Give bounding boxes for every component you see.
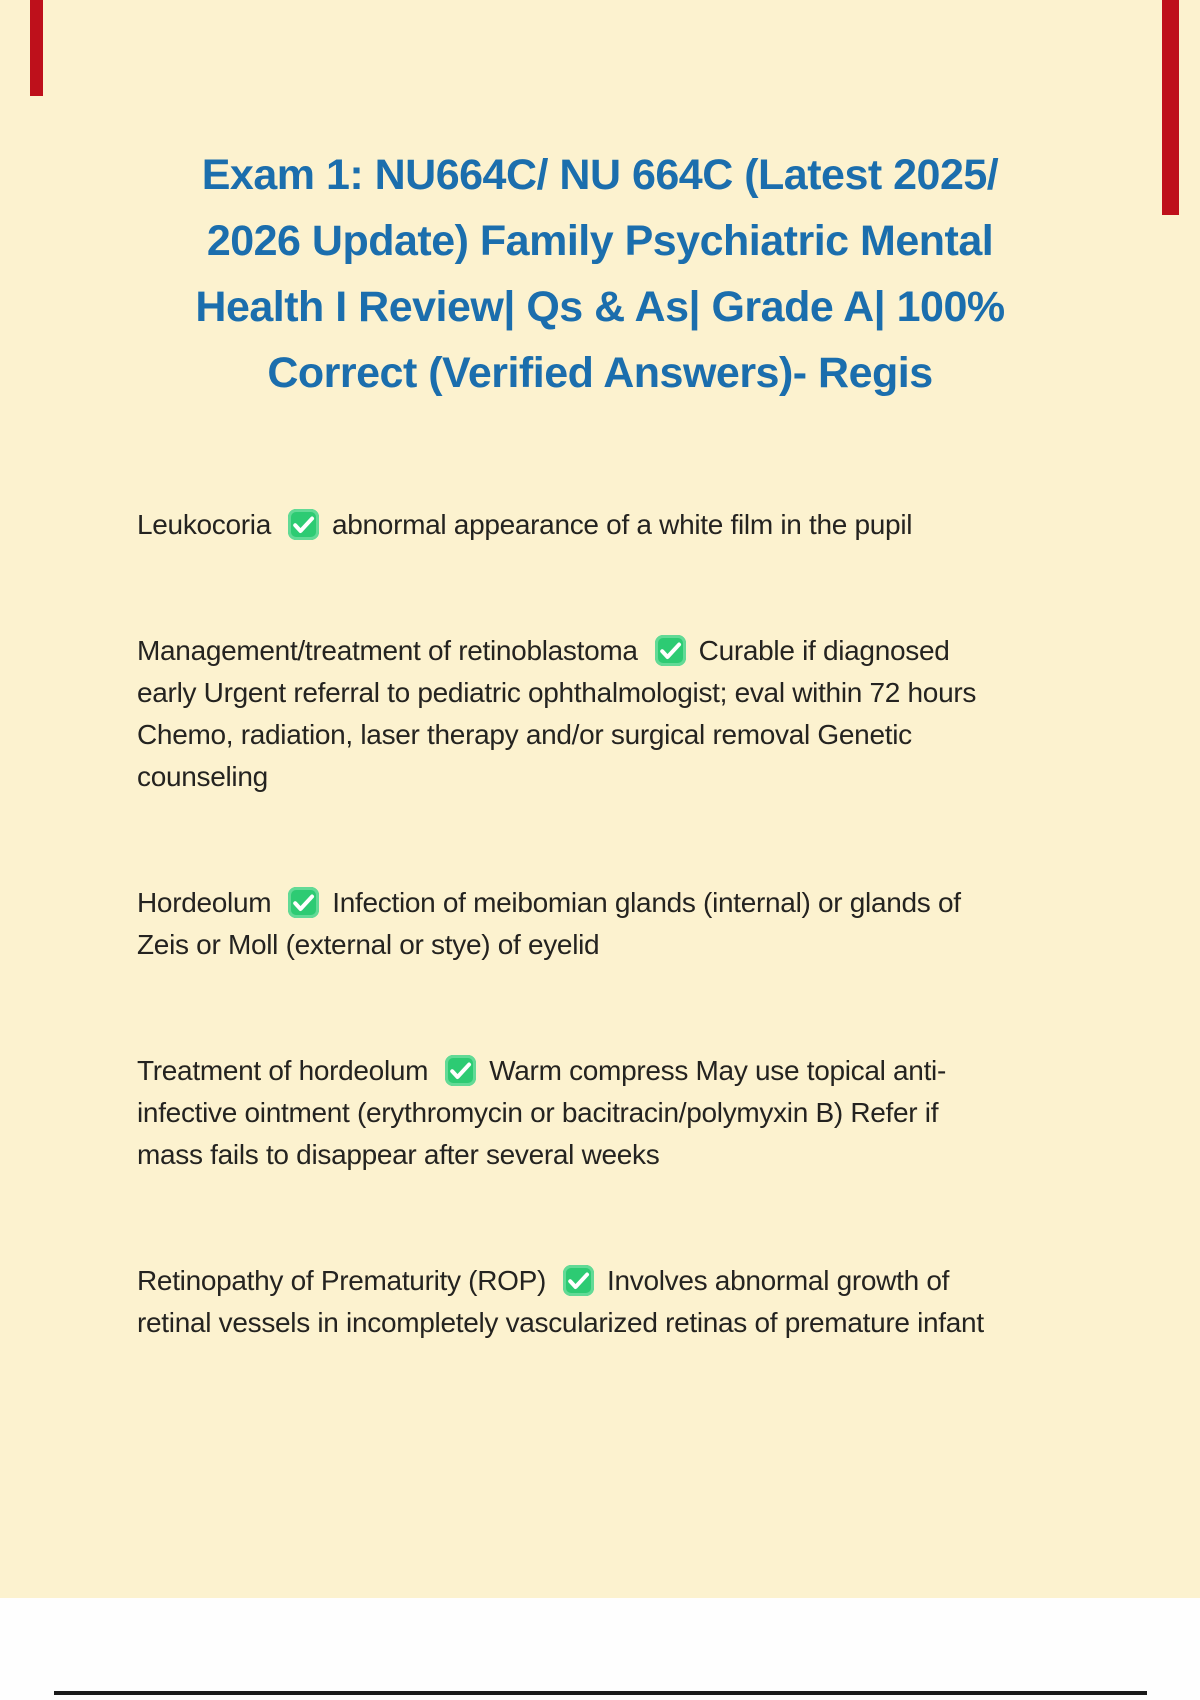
qa-item: Treatment of hordeolum Warm compress May … bbox=[137, 1050, 999, 1176]
title-line-1: Exam 1: NU664C/ NU 664C (Latest 2025/ bbox=[201, 151, 999, 199]
qa-answer: abnormal appearance of a white film in t… bbox=[331, 509, 913, 540]
title-line-4: Correct (Verified Answers)- Regis bbox=[267, 349, 933, 397]
red-scan-mark-left bbox=[30, 0, 43, 96]
verified-check-icon bbox=[445, 1055, 477, 1086]
verified-check-icon bbox=[287, 509, 319, 540]
qa-question: Management/treatment of retinoblastoma bbox=[137, 635, 638, 666]
page-break-rule bbox=[54, 1691, 1147, 1695]
qa-answer: Warm compress May use topical anti-infec… bbox=[137, 1055, 947, 1170]
document-title: Exam 1: NU664C/ NU 664C (Latest 2025/ 20… bbox=[0, 0, 1200, 406]
qa-list: Leukocoria abnormal appearance of a white… bbox=[137, 504, 999, 1344]
verified-check-icon bbox=[288, 887, 320, 918]
qa-item: Hordeolum Infection of meibomian glands (… bbox=[137, 882, 999, 966]
qa-item: Retinopathy of Prematurity (ROP) Involves… bbox=[137, 1260, 999, 1344]
page-bottom-margin bbox=[0, 1598, 1200, 1700]
qa-item: Management/treatment of retinoblastoma Cu… bbox=[137, 630, 999, 798]
verified-check-icon bbox=[563, 1265, 594, 1296]
verified-check-icon bbox=[654, 635, 686, 666]
red-scan-mark-right bbox=[1162, 0, 1179, 215]
qa-question: Leukocoria bbox=[137, 509, 271, 540]
qa-answer: Involves abnormal growth of retinal vess… bbox=[137, 1265, 984, 1338]
title-line-2: 2026 Update) Family Psychiatric Mental bbox=[206, 217, 994, 265]
qa-item: Leukocoria abnormal appearance of a white… bbox=[137, 504, 999, 546]
title-line-3: Health I Review| Qs & As| Grade A| 100% bbox=[195, 283, 1005, 331]
qa-question: Retinopathy of Prematurity (ROP) bbox=[137, 1265, 546, 1296]
qa-answer: Infection of meibomian glands (internal)… bbox=[137, 887, 961, 960]
qa-question: Treatment of hordeolum bbox=[137, 1055, 429, 1086]
qa-question: Hordeolum bbox=[137, 887, 272, 918]
qa-answer: Curable if diagnosed early Urgent referr… bbox=[137, 635, 977, 792]
